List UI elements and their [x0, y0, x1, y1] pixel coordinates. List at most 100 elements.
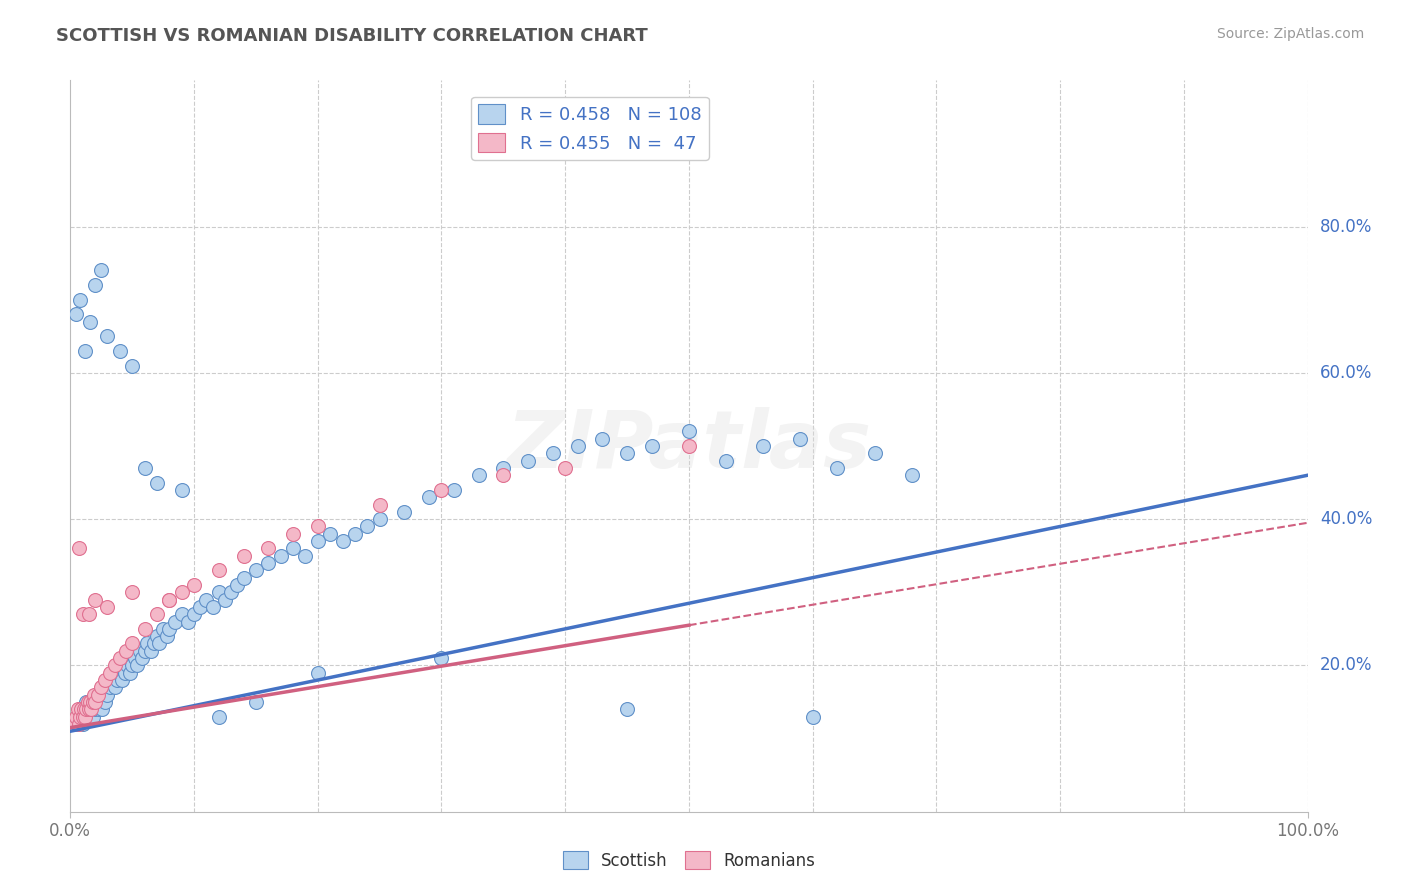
Point — [567, 439, 589, 453]
Point — [90, 695, 112, 709]
Point — [124, 651, 146, 665]
Point — [69, 702, 91, 716]
Point — [76, 702, 98, 716]
Point — [226, 578, 249, 592]
Point — [134, 622, 156, 636]
Point — [245, 563, 267, 577]
Point — [294, 549, 316, 563]
Point — [443, 483, 465, 497]
Point — [65, 709, 87, 723]
Point — [75, 702, 97, 716]
Point — [84, 702, 107, 716]
Point — [121, 359, 143, 373]
Point — [430, 651, 453, 665]
Point — [84, 688, 107, 702]
Text: SCOTTISH VS ROMANIAN DISABILITY CORRELATION CHART: SCOTTISH VS ROMANIAN DISABILITY CORRELAT… — [56, 27, 648, 45]
Point — [156, 629, 179, 643]
Point — [65, 307, 87, 321]
Point — [641, 439, 664, 453]
Point — [94, 673, 117, 687]
Point — [72, 717, 94, 731]
Point — [343, 526, 366, 541]
Point — [492, 468, 515, 483]
Point — [72, 709, 94, 723]
Point — [86, 688, 108, 702]
Point — [80, 702, 103, 716]
Point — [87, 702, 110, 716]
Point — [134, 644, 156, 658]
Point — [541, 446, 564, 460]
Point — [591, 432, 613, 446]
Point — [93, 688, 115, 702]
Point — [65, 717, 87, 731]
Point — [121, 636, 143, 650]
Point — [79, 695, 101, 709]
Point — [136, 636, 159, 650]
Point — [678, 439, 700, 453]
Point — [84, 592, 107, 607]
Point — [257, 556, 280, 570]
Point — [332, 534, 354, 549]
Point — [134, 461, 156, 475]
Point — [96, 688, 118, 702]
Text: 20.0%: 20.0% — [1320, 657, 1372, 674]
Point — [127, 658, 149, 673]
Point — [89, 688, 111, 702]
Point — [67, 541, 90, 556]
Point — [616, 446, 638, 460]
Point — [69, 293, 91, 307]
Point — [91, 702, 114, 716]
Point — [257, 541, 280, 556]
Point — [82, 695, 104, 709]
Point — [219, 585, 242, 599]
Point — [177, 615, 200, 629]
Point — [146, 475, 169, 490]
Point — [128, 644, 150, 658]
Point — [115, 658, 138, 673]
Point — [104, 681, 127, 695]
Point — [492, 461, 515, 475]
Point — [616, 702, 638, 716]
Point — [118, 665, 141, 680]
Point — [394, 505, 416, 519]
Point — [76, 695, 98, 709]
Text: 80.0%: 80.0% — [1320, 218, 1372, 235]
Point — [467, 468, 489, 483]
Point — [143, 636, 166, 650]
Point — [307, 534, 329, 549]
Point — [554, 461, 576, 475]
Point — [83, 688, 105, 702]
Point — [67, 717, 90, 731]
Point — [356, 519, 378, 533]
Point — [75, 709, 97, 723]
Point — [789, 432, 811, 446]
Point — [170, 483, 193, 497]
Point — [307, 665, 329, 680]
Point — [208, 563, 231, 577]
Point — [232, 571, 254, 585]
Point — [208, 709, 231, 723]
Point — [105, 673, 128, 687]
Point — [75, 695, 97, 709]
Point — [104, 658, 127, 673]
Point — [148, 636, 170, 650]
Point — [84, 278, 107, 293]
Point — [70, 709, 93, 723]
Point — [79, 315, 101, 329]
Point — [157, 622, 180, 636]
Point — [714, 453, 737, 467]
Point — [94, 695, 117, 709]
Point — [678, 425, 700, 439]
Point — [270, 549, 292, 563]
Legend: Scottish, Romanians: Scottish, Romanians — [557, 845, 821, 877]
Point — [98, 681, 121, 695]
Point — [195, 592, 218, 607]
Point — [170, 607, 193, 622]
Text: Source: ZipAtlas.com: Source: ZipAtlas.com — [1216, 27, 1364, 41]
Point — [108, 343, 131, 358]
Point — [201, 599, 224, 614]
Point — [152, 622, 174, 636]
Point — [73, 702, 96, 716]
Point — [77, 607, 100, 622]
Point — [368, 512, 391, 526]
